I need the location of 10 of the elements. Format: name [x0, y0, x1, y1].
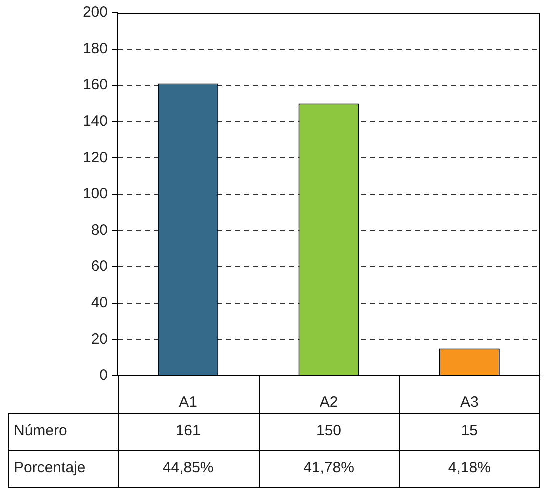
y-tick-label: 160 [82, 76, 108, 94]
y-tick-label: 100 [82, 186, 108, 203]
y-tick-label: 140 [82, 113, 108, 130]
y-tick-label: 200 [82, 4, 108, 22]
y-tick-label: 40 [91, 294, 108, 312]
y-tick-label: 120 [82, 149, 108, 166]
y-tick-label: 180 [82, 40, 108, 58]
y-tick-label: 20 [91, 330, 108, 348]
y-tick-label: 60 [91, 258, 108, 276]
y-tick-label: 80 [91, 222, 108, 239]
